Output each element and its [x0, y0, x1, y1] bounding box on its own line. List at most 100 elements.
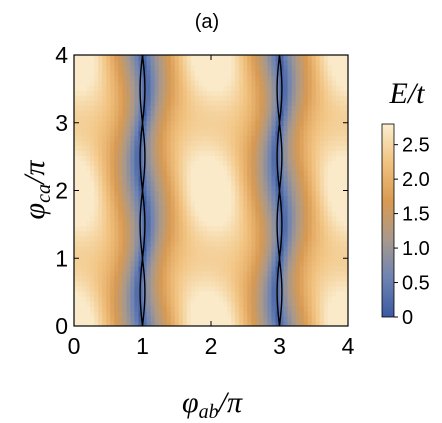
heatmap-cell — [287, 80, 293, 86]
heatmap-cell — [315, 210, 321, 217]
heatmap-cell — [227, 315, 232, 322]
heatmap-cell — [231, 200, 236, 207]
heatmap-cell — [327, 315, 333, 322]
heatmap-cell — [251, 230, 256, 237]
heatmap-cell — [82, 170, 87, 177]
heatmap-cell — [142, 65, 148, 71]
heatmap-cell — [263, 260, 269, 267]
heatmap-cell — [239, 240, 244, 247]
heatmap-cell — [271, 60, 277, 66]
heatmap-cell — [182, 240, 188, 247]
heatmap-cell — [211, 175, 216, 182]
heatmap-cell — [146, 290, 152, 297]
heatmap-cell — [267, 215, 273, 222]
heatmap-cell — [271, 160, 277, 167]
heatmap-cell — [303, 270, 309, 277]
heatmap-cell — [94, 110, 99, 116]
heatmap-cell — [206, 150, 212, 156]
heatmap-cell — [267, 280, 273, 287]
heatmap-cell — [303, 90, 309, 96]
heatmap-cell — [343, 135, 348, 141]
heatmap-cell — [291, 175, 297, 182]
heatmap-cell — [311, 55, 317, 61]
heatmap-cell — [255, 185, 260, 192]
heatmap-cell — [267, 190, 273, 197]
heatmap-cell — [243, 270, 248, 277]
heatmap-cell — [74, 235, 79, 242]
heatmap-cell — [90, 105, 95, 111]
colorbar-title: E/t — [389, 77, 426, 110]
heatmap-cell — [150, 185, 156, 192]
heatmap-cell — [106, 95, 111, 101]
heatmap-cell — [319, 295, 325, 302]
heatmap-cell — [319, 245, 325, 252]
heatmap-cell — [186, 185, 192, 192]
heatmap-cell — [259, 120, 264, 126]
heatmap-cell — [182, 135, 188, 141]
heatmap-cell — [162, 155, 168, 161]
heatmap-cell — [219, 290, 224, 297]
heatmap-cell — [307, 115, 313, 121]
heatmap-cell — [118, 55, 123, 61]
heatmap-cell — [198, 225, 204, 232]
heatmap-cell — [86, 220, 91, 227]
heatmap-cell — [82, 305, 87, 312]
heatmap-cell — [98, 100, 103, 106]
heatmap-cell — [98, 215, 103, 222]
heatmap-cell — [78, 265, 83, 272]
heatmap-cell — [126, 170, 132, 177]
heatmap-cell — [110, 190, 115, 197]
heatmap-cell — [331, 240, 337, 247]
heatmap-cell — [166, 175, 172, 182]
heatmap-cell — [327, 270, 333, 277]
heatmap-cell — [319, 235, 325, 242]
heatmap-cell — [182, 290, 188, 297]
heatmap-cell — [275, 115, 281, 121]
heatmap-cell — [194, 150, 200, 156]
heatmap-cell — [335, 130, 341, 136]
heatmap-cell — [215, 125, 220, 131]
heatmap-cell — [319, 105, 325, 111]
heatmap-cell — [259, 65, 264, 71]
heatmap-cell — [170, 95, 176, 101]
heatmap-cell — [194, 315, 200, 322]
heatmap-cell — [198, 140, 204, 146]
heatmap-cell — [251, 70, 256, 76]
heatmap-cell — [331, 285, 337, 292]
heatmap-cell — [194, 230, 200, 237]
heatmap-cell — [267, 205, 273, 212]
heatmap-cell — [295, 55, 301, 61]
heatmap-cell — [206, 70, 212, 76]
heatmap-cell — [239, 150, 244, 156]
heatmap-cell — [106, 225, 111, 232]
heatmap-cell — [247, 245, 252, 252]
heatmap-cell — [178, 65, 184, 71]
heatmap-cell — [166, 60, 172, 66]
heatmap-cell — [126, 130, 132, 136]
heatmap-cell — [267, 70, 273, 76]
heatmap-cell — [239, 170, 244, 177]
heatmap-cell — [90, 255, 95, 262]
heatmap-cell — [194, 300, 200, 307]
heatmap-cell — [78, 315, 83, 322]
heatmap-cell — [90, 165, 95, 172]
heatmap-cell — [182, 285, 188, 292]
heatmap-cell — [315, 295, 321, 302]
heatmap-cell — [154, 120, 160, 126]
heatmap-cell — [223, 95, 228, 101]
heatmap-cell — [174, 105, 180, 111]
heatmap-cell — [331, 295, 337, 302]
heatmap-cell — [118, 245, 123, 252]
heatmap-cell — [267, 160, 273, 167]
heatmap-cell — [323, 125, 329, 131]
heatmap-cell — [251, 130, 256, 136]
heatmap-cell — [186, 65, 192, 71]
heatmap-cell — [259, 230, 264, 237]
heatmap-cell — [162, 280, 168, 287]
heatmap-cell — [339, 250, 345, 257]
heatmap-cell — [174, 90, 180, 96]
heatmap-cell — [82, 295, 87, 302]
heatmap-cell — [307, 290, 313, 297]
heatmap-cell — [343, 320, 348, 326]
heatmap-cell — [287, 95, 293, 101]
